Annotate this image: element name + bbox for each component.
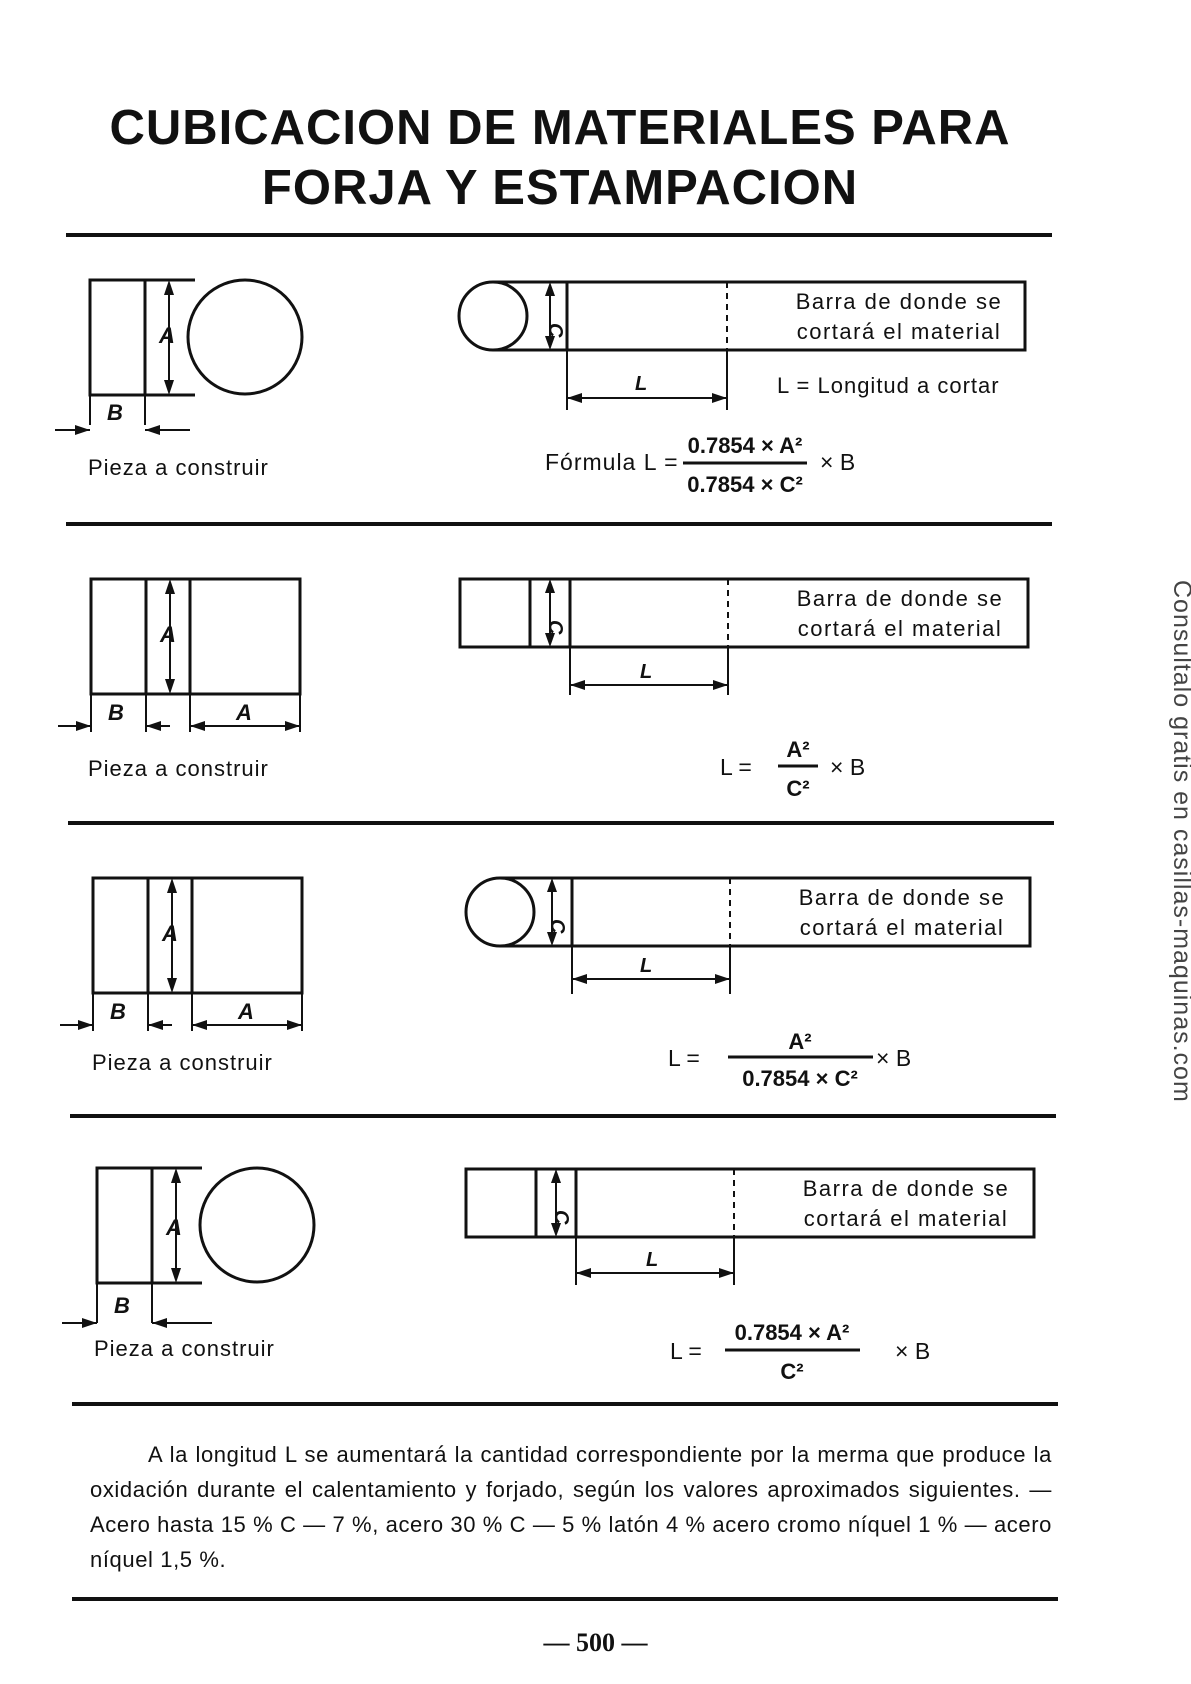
dimension-label-l: L <box>646 1249 658 1271</box>
formula-numerator: A² <box>788 1029 811 1054</box>
bar-caption-line-2: cortará el material <box>798 616 1003 641</box>
dimension-label-b: B <box>114 1293 130 1318</box>
formula-numerator: 0.7854 × A² <box>735 1320 850 1345</box>
dimension-label-a: A <box>235 700 252 725</box>
page-title-line-1: CUBICACION DE MATERIALES PARA <box>109 101 1011 155</box>
dimension-label-c: C <box>544 620 566 635</box>
formula-denominator: C² <box>780 1359 803 1384</box>
divider-rule <box>66 233 1052 237</box>
divider-rule <box>70 1114 1056 1118</box>
formula-2: L = A² C² × B <box>720 728 920 808</box>
note-paragraph: A la longitud L se aumentará la cantidad… <box>90 1442 1052 1572</box>
divider-rule <box>68 821 1054 825</box>
dimension-label-a: A <box>237 999 254 1024</box>
piece-caption-3: Pieza a construir <box>92 1050 273 1075</box>
bar-diagram-4: C L Barra de donde se cortará el materia… <box>464 1165 1084 1295</box>
formula-denominator: 0.7854 × C² <box>742 1066 858 1091</box>
formula-prefix: L = <box>670 1338 702 1364</box>
dimension-label-a: A <box>165 1215 182 1240</box>
bar-caption-line-2: cortará el material <box>800 915 1005 940</box>
formula-suffix: × B <box>820 449 855 475</box>
side-watermark: Consultalo gratis en casillas-maquinas.c… <box>1156 580 1191 1140</box>
piece-diagram-3: A B A <box>60 873 320 1038</box>
dimension-label-a: A <box>161 921 178 946</box>
dimension-label-l: L <box>640 955 652 977</box>
piece-caption-1: Pieza a construir <box>88 455 269 480</box>
formula-prefix: L = <box>668 1045 700 1071</box>
piece-diagram-1: A B <box>55 275 315 435</box>
bar-diagram-1: C L Barra de donde se cortará el materia… <box>455 278 1075 418</box>
bar-caption-line-2: cortará el material <box>804 1206 1009 1231</box>
dimension-label-c: C <box>550 1210 572 1225</box>
divider-rule <box>72 1402 1058 1406</box>
formula-numerator: A² <box>786 737 809 762</box>
dimension-label-b: B <box>107 400 123 425</box>
dimension-label-l: L <box>635 373 647 395</box>
page-number: — 500 — <box>543 1628 648 1657</box>
formula-numerator: 0.7854 × A² <box>688 433 803 458</box>
piece-caption-4: Pieza a construir <box>94 1336 275 1361</box>
l-definition: L = Longitud a cortar <box>777 373 1000 398</box>
bar-diagram-3: C L Barra de donde se cortará el materia… <box>462 874 1082 1004</box>
formula-denominator: C² <box>786 776 809 801</box>
bar-caption-line-1: Barra de donde se <box>799 885 1006 910</box>
bar-diagram-2: C L Barra de donde se cortará el materia… <box>458 575 1078 705</box>
dimension-label-c: C <box>544 323 566 338</box>
dimension-label-b: B <box>108 700 124 725</box>
bar-caption-line-2: cortará el material <box>797 319 1002 344</box>
watermark-text: Consultalo gratis en casillas-maquinas.c… <box>1168 580 1191 1103</box>
divider-rule <box>66 522 1052 526</box>
piece-diagram-2: A B A <box>58 574 318 739</box>
formula-prefix: L = <box>720 754 752 780</box>
formula-denominator: 0.7854 × C² <box>687 472 803 497</box>
dimension-label-a: A <box>159 622 176 647</box>
bar-caption-line-1: Barra de donde se <box>796 289 1003 314</box>
bar-caption-line-1: Barra de donde se <box>803 1176 1010 1201</box>
merma-note: A la longitud L se aumentará la cantidad… <box>90 1437 1052 1577</box>
formula-4: L = 0.7854 × A² C² × B <box>670 1315 970 1395</box>
piece-caption-2: Pieza a construir <box>88 756 269 781</box>
formula-suffix: × B <box>876 1045 911 1071</box>
dimension-label-b: B <box>110 999 126 1024</box>
piece-diagram-4: A B <box>62 1163 332 1328</box>
formula-1: Fórmula L = 0.7854 × A² 0.7854 × C² × B <box>545 425 965 505</box>
bar-caption-line-1: Barra de donde se <box>797 586 1004 611</box>
page-title-line-2: FORJA Y ESTAMPACION <box>261 161 859 215</box>
formula-suffix: × B <box>830 754 865 780</box>
formula-prefix: Fórmula L = <box>545 449 679 475</box>
dimension-label-a: A <box>158 323 175 348</box>
formula-3: L = A² 0.7854 × C² × B <box>668 1022 968 1102</box>
dimension-label-l: L <box>640 661 652 683</box>
formula-suffix: × B <box>895 1338 930 1364</box>
divider-rule <box>72 1597 1058 1601</box>
dimension-label-c: C <box>546 919 568 934</box>
